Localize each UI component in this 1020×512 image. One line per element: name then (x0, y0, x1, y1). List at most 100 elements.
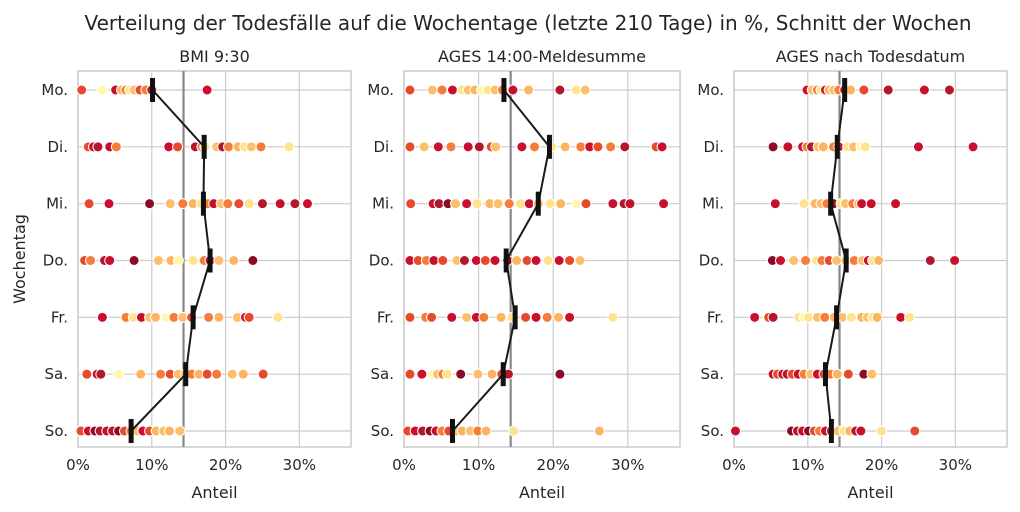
y-tick-label: Mi. (702, 195, 724, 213)
y-tick-label: Do. (369, 252, 394, 270)
y-tick-label: Do. (699, 252, 724, 270)
data-point (83, 198, 95, 210)
data-point (149, 311, 161, 323)
x-tick-label: 10% (135, 456, 168, 474)
data-point (472, 368, 484, 380)
data-point (257, 368, 269, 380)
data-point (274, 198, 286, 210)
data-point (554, 84, 566, 96)
x-tick-label: 30% (939, 456, 972, 474)
data-point (201, 368, 213, 380)
data-point (912, 141, 924, 153)
data-point (301, 198, 313, 210)
data-point (817, 141, 829, 153)
data-point (480, 425, 492, 437)
data-point (233, 198, 245, 210)
data-point (486, 368, 498, 380)
data-point (418, 141, 430, 153)
y-tick-label: Fr. (377, 308, 394, 326)
data-point (174, 425, 186, 437)
data-point (404, 84, 416, 96)
y-tick-label: Di. (374, 138, 395, 156)
y-tick-label: Di. (48, 138, 69, 156)
data-point (81, 368, 93, 380)
data-point (555, 198, 567, 210)
data-point (579, 84, 591, 96)
data-point (455, 368, 467, 380)
data-point (904, 311, 916, 323)
data-point (858, 84, 870, 96)
data-point (226, 368, 238, 380)
data-point (223, 141, 235, 153)
data-point (155, 368, 167, 380)
data-point (490, 141, 502, 153)
x-tick-label: 20% (537, 456, 570, 474)
y-tick-label: So. (371, 422, 394, 440)
data-point (441, 368, 453, 380)
data-point (113, 368, 125, 380)
data-point (404, 311, 416, 323)
data-point (856, 198, 868, 210)
data-point (76, 84, 88, 96)
data-point (542, 255, 554, 266)
data-point (890, 198, 902, 210)
data-point (211, 368, 223, 380)
chart-panel-3: AGES nach Todesdatum Mo. Di. Mi. Do. Fr. Sa. So… (697, 47, 1008, 502)
data-point (503, 198, 515, 210)
data-point (289, 198, 301, 210)
data-point (152, 255, 164, 266)
data-point (478, 311, 490, 323)
data-point (530, 255, 542, 266)
data-point (544, 198, 556, 210)
data-point (530, 311, 542, 323)
data-point (541, 311, 553, 323)
x-tick-label: 0% (66, 456, 90, 474)
data-point (449, 198, 461, 210)
data-point (845, 311, 857, 323)
data-point (909, 425, 921, 437)
y-tick-label: Fr. (51, 308, 68, 326)
data-point (436, 84, 448, 96)
data-point (866, 368, 878, 380)
y-tick-label: Fr. (707, 308, 724, 326)
data-point (800, 255, 812, 266)
data-point (404, 368, 416, 380)
data-point (201, 84, 213, 96)
data-point (798, 198, 810, 210)
y-tick-label: Mi. (46, 195, 68, 213)
x-tick-label: 20% (865, 456, 898, 474)
data-point (95, 368, 107, 380)
x-tick-label: 0% (392, 456, 416, 474)
data-point (135, 368, 147, 380)
data-point (949, 255, 961, 266)
data-point (767, 311, 779, 323)
data-point (529, 141, 541, 153)
data-point (865, 198, 877, 210)
x-tick-label: 0% (722, 456, 746, 474)
y-axis-label: Wochentag (10, 214, 29, 304)
data-point (782, 141, 794, 153)
data-point (446, 311, 458, 323)
data-point (416, 368, 428, 380)
data-point (943, 84, 955, 96)
data-point (426, 311, 438, 323)
data-point (228, 255, 240, 266)
data-point (580, 198, 592, 210)
data-point (855, 425, 867, 437)
data-point (559, 141, 571, 153)
data-point (237, 368, 249, 380)
data-point (523, 84, 535, 96)
y-tick-label: Mo. (367, 81, 394, 99)
data-point (272, 311, 284, 323)
x-axis-label: Anteil (519, 483, 565, 502)
plot-frame (403, 70, 681, 448)
panel-title: BMI 9:30 (179, 47, 250, 66)
x-tick-label: 30% (283, 456, 316, 474)
x-tick-label: 20% (209, 456, 242, 474)
data-point (619, 141, 631, 153)
data-point (446, 84, 458, 96)
y-tick-label: Di. (704, 138, 725, 156)
data-point (243, 311, 255, 323)
data-point (110, 141, 122, 153)
